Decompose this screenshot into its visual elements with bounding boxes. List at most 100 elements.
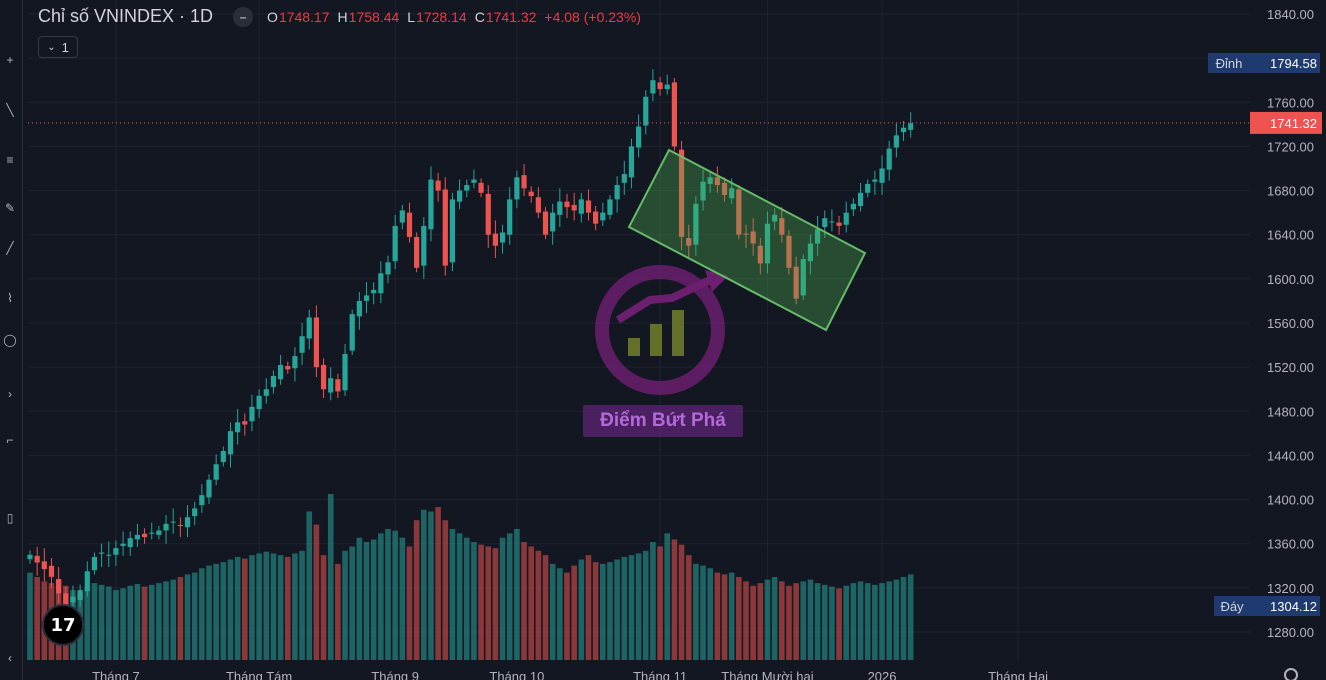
candle-body: [392, 225, 398, 262]
volume-bar: [277, 555, 284, 660]
candle-body: [378, 273, 384, 294]
candle-body: [478, 182, 484, 193]
candle-body: [829, 221, 835, 223]
candle-body: [249, 406, 255, 422]
candle-body: [571, 204, 577, 211]
settings-icon[interactable]: [1284, 668, 1298, 680]
volume-bar: [499, 537, 506, 660]
volume-bar: [256, 553, 262, 660]
candle-body: [127, 538, 133, 548]
text-icon[interactable]: ╱: [6, 241, 14, 255]
volume-bar: [707, 568, 713, 660]
volume-bar: [170, 579, 176, 660]
tradingview-logo[interactable]: 17: [42, 604, 84, 646]
lock-icon[interactable]: ⌐: [6, 433, 14, 447]
candle-body: [671, 82, 677, 147]
candle-body: [908, 123, 914, 130]
fib-icon[interactable]: ≡: [6, 153, 14, 167]
volume-bar: [664, 533, 671, 660]
volume-bar: [814, 583, 821, 660]
candle-body: [793, 266, 799, 299]
close-value: C1741.32: [474, 8, 537, 25]
candle-body: [535, 197, 541, 213]
hide-icon[interactable]: –: [233, 6, 254, 27]
last-price-value: 1741.32: [1270, 116, 1317, 131]
volume-bar: [864, 583, 871, 660]
peak-value: 1794.58: [1270, 56, 1317, 71]
candle-body: [113, 548, 119, 555]
y-tick-label: 1360.00: [1267, 537, 1314, 552]
chevron-left-icon[interactable]: ‹: [8, 651, 12, 665]
ruler-icon[interactable]: ⌇: [7, 291, 13, 305]
volume-bar: [642, 550, 649, 660]
candle-body: [464, 185, 470, 191]
volume-bar: [127, 585, 134, 660]
chevron-right-icon[interactable]: ›: [8, 387, 12, 401]
volume-bar: [370, 539, 377, 660]
candle-body: [428, 179, 434, 230]
candle-body: [256, 395, 262, 410]
candle-body: [70, 596, 76, 603]
collapse-indicators-button[interactable]: ⌄ 1: [38, 36, 78, 58]
candle-body: [177, 524, 183, 527]
candle-body: [807, 243, 814, 262]
volume-bar: [227, 559, 234, 660]
candle-body: [800, 258, 806, 296]
candle-body: [34, 555, 40, 563]
volume-bars: [27, 494, 914, 660]
trend-line-icon[interactable]: ╲: [6, 103, 14, 117]
trash-icon[interactable]: ▯: [6, 511, 14, 525]
volume-bar: [736, 577, 742, 660]
candle-body: [120, 543, 126, 546]
volume-bar: [907, 574, 914, 660]
volume-bar: [650, 542, 656, 660]
volume-bar: [621, 556, 628, 660]
y-tick-label: 1520.00: [1267, 360, 1314, 375]
volume-bar: [793, 583, 799, 660]
candle-body: [757, 245, 763, 264]
candle-body: [836, 222, 842, 226]
volume-bar: [542, 555, 549, 660]
candle-body: [743, 233, 749, 235]
indicator-count: 1: [61, 39, 69, 55]
volume-bar: [320, 555, 327, 660]
symbol-title[interactable]: Chỉ số VNINDEX · 1D: [38, 6, 214, 26]
volume-bar: [521, 542, 527, 660]
price-axis[interactable]: 1840.001800.001760.001720.001680.001640.…: [1267, 7, 1314, 640]
watermark-text: Điểm Bứt Phá: [583, 405, 743, 437]
y-tick-label: 1560.00: [1267, 316, 1314, 331]
candle-body: [550, 212, 556, 232]
candle-body: [335, 379, 341, 392]
candle-body: [492, 233, 498, 246]
descending-channel[interactable]: [627, 148, 867, 332]
x-tick-label: Tháng Tám: [226, 669, 292, 680]
volume-bar: [635, 553, 642, 660]
volume-bar: [156, 583, 162, 660]
candle-body: [299, 336, 305, 353]
time-axis[interactable]: Tháng 7 Tháng Tám Tháng 9 Tháng 10 Tháng 11 T…: [92, 669, 1048, 680]
candle-body: [414, 236, 420, 268]
brush-icon[interactable]: ✎: [4, 201, 16, 215]
candle-body: [56, 579, 62, 594]
candle-body: [772, 214, 778, 222]
volume-bar: [421, 509, 427, 660]
candle-body: [156, 530, 162, 535]
y-tick-label: 1600.00: [1267, 272, 1314, 287]
candle-body: [134, 534, 140, 540]
y-tick-label: 1760.00: [1267, 95, 1314, 110]
bottom-marker: Đáy 1304.12: [1214, 596, 1320, 616]
volume-bar: [206, 565, 212, 660]
candle-body: [371, 289, 377, 294]
magnet-icon[interactable]: ◯: [3, 333, 17, 347]
peak-label: Đỉnh: [1216, 56, 1243, 71]
volume-bar: [313, 524, 320, 660]
volume-bar: [148, 584, 155, 660]
volume-bar: [184, 574, 191, 660]
volume-bar: [91, 583, 98, 660]
crosshair-icon[interactable]: +: [6, 53, 14, 67]
volume-bar: [685, 555, 692, 660]
candle-body: [843, 212, 849, 225]
candle-body: [263, 389, 269, 396]
x-tick-label: Tháng 9: [371, 669, 419, 680]
